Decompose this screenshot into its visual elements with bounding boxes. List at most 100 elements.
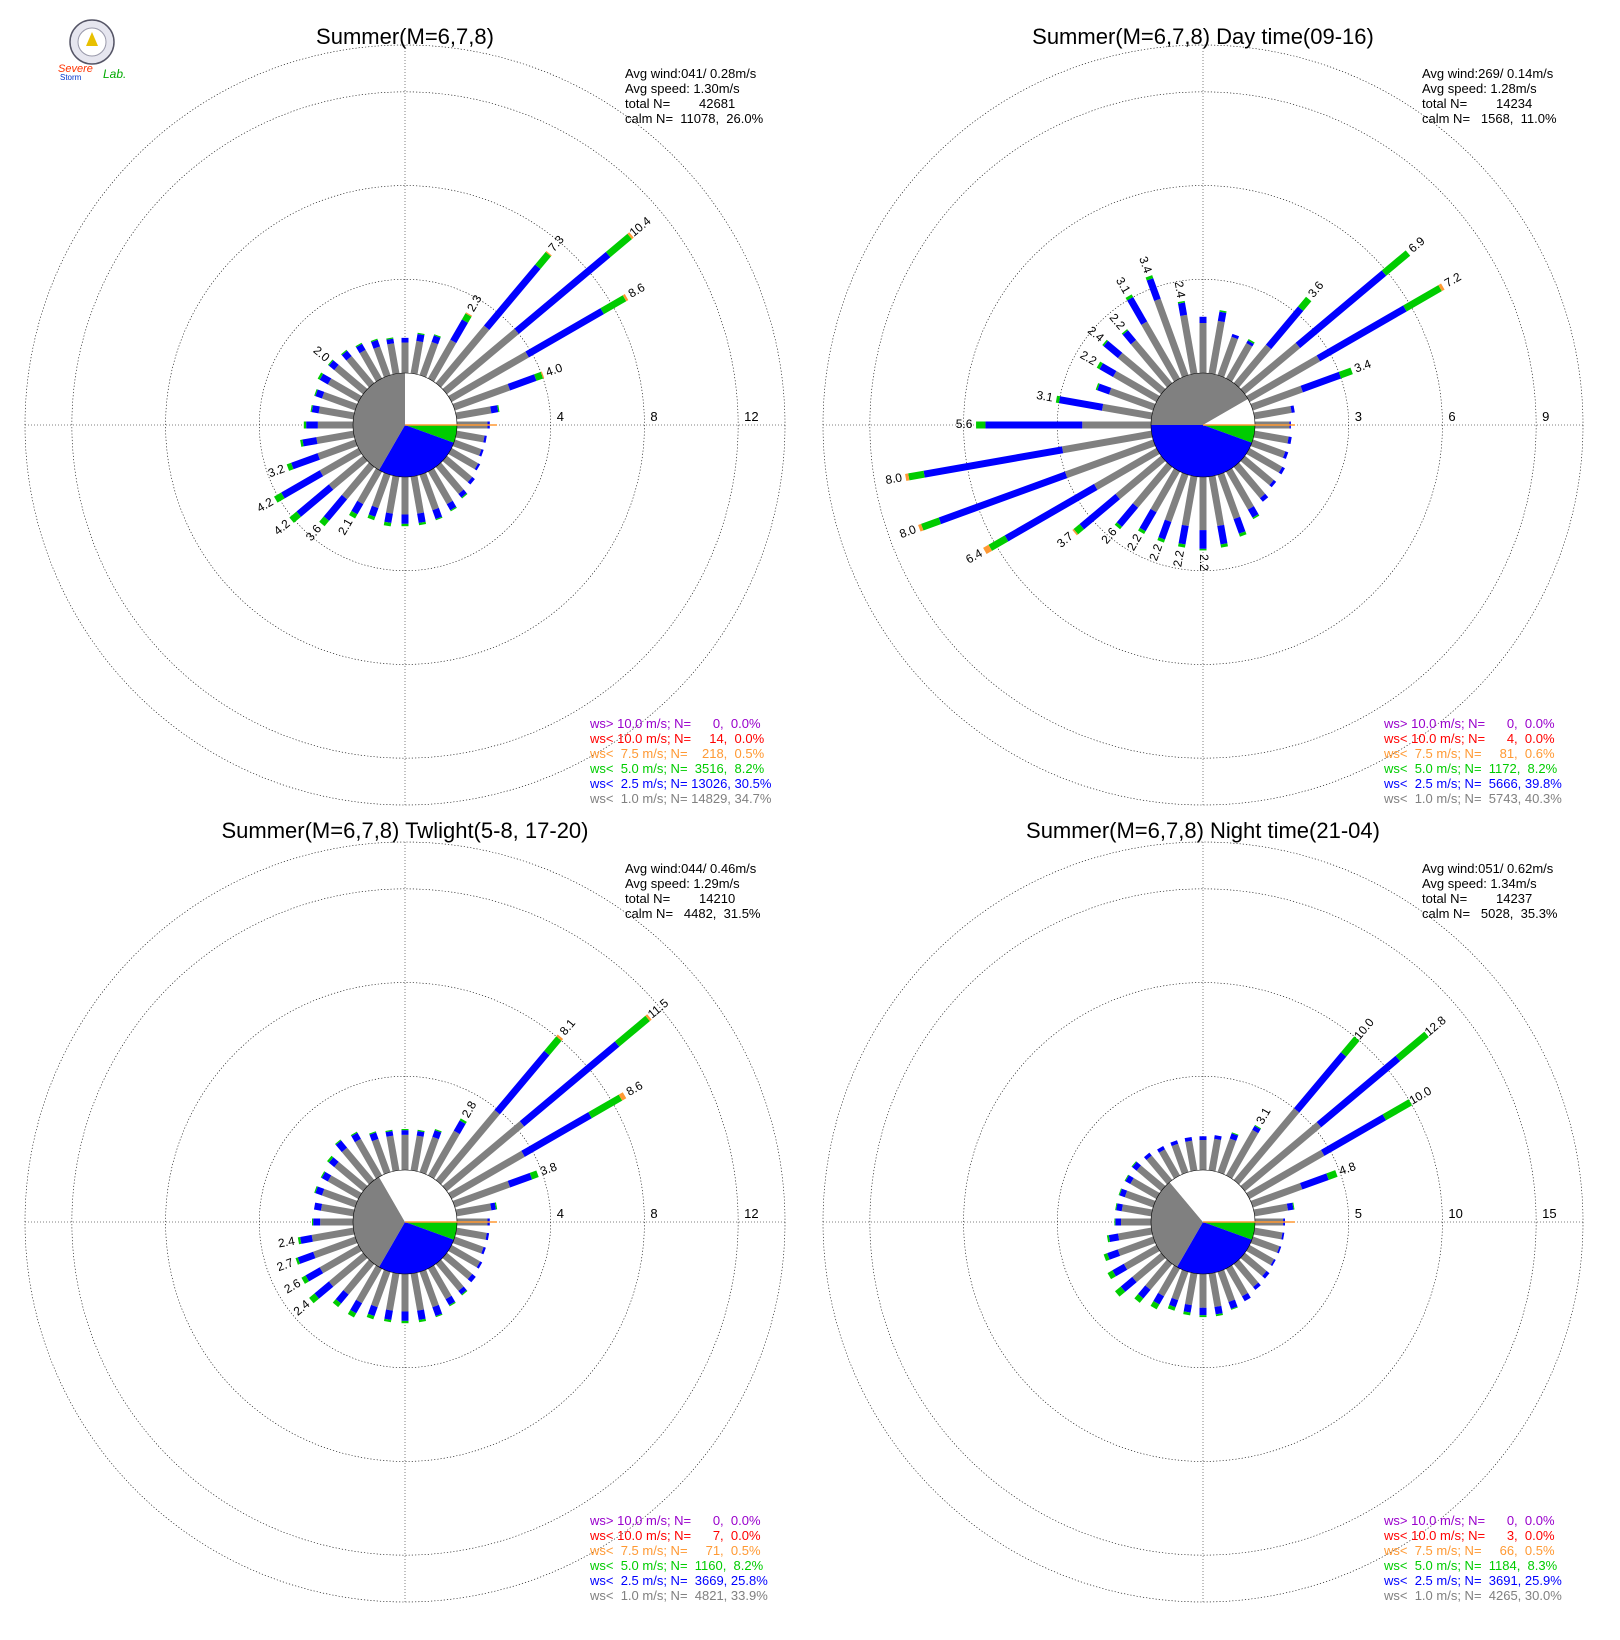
bar-segment: [1108, 387, 1156, 411]
bar-segment: [465, 312, 473, 317]
bar-segment: [367, 1304, 378, 1317]
legend-entry: ws< 10.0 m/s; N= 4, 0.0%: [1383, 731, 1555, 746]
bar-segment: [450, 319, 469, 344]
direction-bar: [1124, 1174, 1160, 1200]
bar-segment: [1403, 285, 1442, 312]
stat-line: total N= 42681: [625, 96, 735, 111]
bar-segment: [1233, 462, 1266, 499]
bar-segment: [614, 1015, 650, 1047]
direction-bar: [1246, 283, 1445, 403]
bar-segment: [1178, 524, 1189, 545]
bar-segment: [1137, 1285, 1151, 1299]
bar-segment: [1246, 1149, 1325, 1200]
bar-segment: [645, 1014, 652, 1022]
bar-segment: [1103, 1253, 1110, 1262]
bar-segment: [1208, 1272, 1222, 1308]
panel-title: Summer(M=6,7,8) Day time(09-16): [1032, 24, 1374, 49]
bar-segment: [327, 1175, 362, 1200]
bar-segment: [1297, 296, 1312, 311]
legend-entry: ws< 7.5 m/s; N= 218, 0.5%: [589, 746, 765, 761]
wind-rose-panel-3: 4 8 122.88.111.58.63.82.42.62.72.4Summer(M…: [24, 818, 786, 1603]
direction-bar: [419, 472, 443, 521]
direction-bar: [369, 1131, 391, 1175]
bar-segment: [313, 1202, 323, 1211]
bar-segment: [281, 470, 324, 499]
bar-value-label: 2.6: [1098, 525, 1120, 547]
direction-bar: [386, 337, 400, 375]
bar-segment: [1208, 475, 1225, 527]
bar-segment: [305, 1267, 324, 1282]
bar-segment: [455, 1227, 487, 1240]
bar-segment: [1240, 342, 1301, 395]
legend-entry: ws< 2.5 m/s; N= 13026, 30.5%: [589, 776, 772, 791]
bar-segment: [1233, 516, 1246, 534]
bar-segment: [1158, 1265, 1181, 1297]
bar-segment: [627, 232, 634, 240]
bar-segment: [401, 337, 409, 343]
bar-segment: [458, 489, 467, 498]
bar-segment: [1292, 1202, 1295, 1210]
direction-bar: [314, 1186, 358, 1208]
bar-value-label: 3.6: [303, 522, 325, 544]
logo-line3: Lab.: [103, 67, 126, 81]
bar-value-label: 2.4: [1085, 323, 1107, 345]
direction-bar: [349, 468, 383, 519]
direction-bar: [983, 447, 1160, 554]
direction-bar: [1183, 1272, 1198, 1316]
direction-bar: [419, 1129, 442, 1175]
bar-segment: [417, 512, 426, 523]
bar-segment: [1247, 506, 1259, 518]
radial-tick-label: 4: [557, 409, 564, 424]
bar-segment: [1282, 451, 1289, 459]
calm-hub-sector: [405, 1222, 457, 1240]
direction-bar: [355, 342, 383, 382]
direction-bar: [1114, 1218, 1151, 1226]
stat-line: Avg wind:051/ 0.62m/s: [1422, 861, 1554, 876]
direction-bar: [367, 472, 391, 521]
direction-bar: [1225, 1124, 1262, 1179]
direction-bar: [295, 1236, 358, 1265]
panel-title: Summer(M=6,7,8) Twlight(5-8, 17-20): [221, 818, 588, 843]
bar-segment: [1299, 1173, 1329, 1190]
bar-segment: [1225, 1129, 1259, 1179]
bar-segment: [1208, 320, 1225, 375]
legend-entry: ws< 10.0 m/s; N= 14, 0.0%: [589, 731, 765, 746]
bar-segment: [490, 405, 499, 414]
bar-segment: [1114, 522, 1123, 530]
bar-segment: [1320, 1114, 1387, 1156]
bar-segment: [1316, 1055, 1401, 1128]
bar-segment: [1055, 395, 1061, 404]
bar-segment: [1164, 472, 1189, 523]
bar-segment: [1381, 250, 1411, 276]
direction-bar: [452, 371, 545, 411]
stat-line: total N= 14234: [1422, 96, 1532, 111]
calm-hub-sector: [353, 1176, 405, 1268]
direction-bar: [1096, 361, 1160, 403]
bar-segment: [476, 1261, 483, 1269]
bar-segment: [327, 378, 362, 403]
stat-line: Avg speed: 1.28m/s: [1422, 81, 1537, 96]
radial-tick-label: 12: [744, 1206, 758, 1221]
direction-bar: [448, 1244, 483, 1269]
bar-segment: [448, 447, 479, 470]
bar-segment: [386, 1135, 400, 1172]
calm-hub-sector: [405, 1170, 457, 1222]
bar-segment: [1125, 1175, 1134, 1185]
bar-segment: [1438, 283, 1445, 292]
direction-bar: [1250, 1236, 1282, 1254]
direction-bar: [1240, 455, 1277, 488]
direction-bar: [1106, 1227, 1153, 1243]
bar-segment: [1225, 1265, 1248, 1297]
direction-bar: [452, 1170, 539, 1208]
bar-segment: [427, 1265, 452, 1300]
bar-segment: [1295, 270, 1387, 349]
bar-segment: [521, 1112, 592, 1157]
bar-segment: [1096, 361, 1103, 370]
radial-ring: [869, 91, 1537, 759]
bar-value-label: 2.2: [1197, 554, 1211, 571]
bar-segment: [938, 471, 1068, 525]
bar-segment: [458, 1286, 467, 1295]
radial-ring: [963, 185, 1443, 665]
bar-segment: [1115, 1203, 1118, 1211]
bar-segment: [315, 389, 325, 399]
